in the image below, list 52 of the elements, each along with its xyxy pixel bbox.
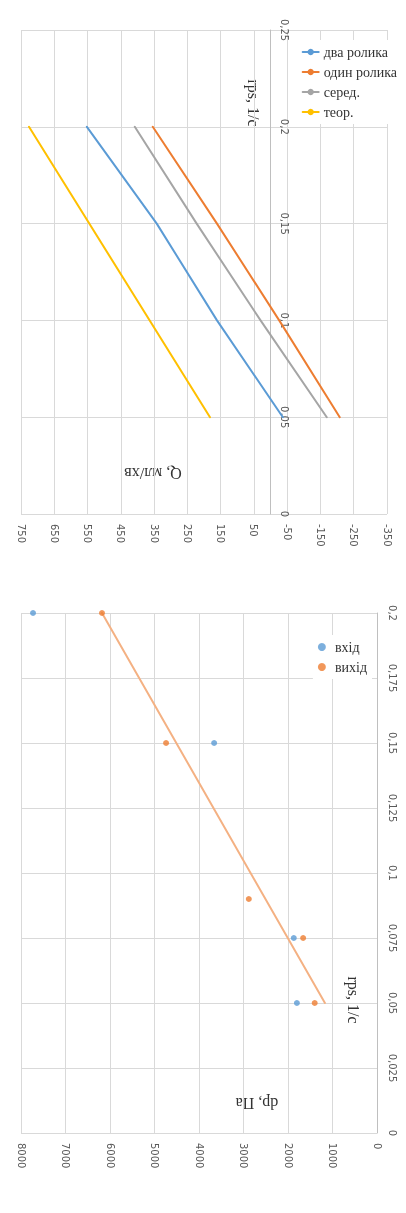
x-tick-label: -350 <box>381 524 393 547</box>
point <box>99 610 105 616</box>
x-tick-label: 2000 <box>282 1143 294 1169</box>
x-tick-label: -250 <box>348 524 360 547</box>
legend-label: серед. <box>323 84 360 100</box>
x-tick-label: 550 <box>82 524 94 544</box>
legend-label: один ролика <box>323 64 398 80</box>
y-tick-label: 0,175 <box>386 663 398 693</box>
y-tick-label: 0,075 <box>386 923 398 953</box>
y-tick-label: 0,15 <box>279 212 291 235</box>
x-tick-label: 0 <box>371 1143 383 1150</box>
y-tick-label: 0,05 <box>386 991 398 1015</box>
point <box>163 740 170 746</box>
point <box>290 935 297 941</box>
point <box>211 740 218 746</box>
x-tick-label: 8000 <box>15 1143 27 1169</box>
x-tick-label: 750 <box>15 524 27 544</box>
y-tick-label: 0,125 <box>386 793 398 823</box>
x-tick-label: 7000 <box>60 1143 71 1169</box>
x-tick-label: 350 <box>148 524 160 544</box>
point <box>293 1000 300 1006</box>
x-tick-label: 450 <box>115 524 127 544</box>
y-tick-label: 0,025 <box>386 1053 398 1083</box>
x-tick-label: 250 <box>181 524 193 544</box>
legend-label: вихід <box>334 659 368 675</box>
y-tick-label: 0,1 <box>386 865 398 881</box>
x-axis-title: dp, Па <box>235 1093 279 1112</box>
x-tick-label: -150 <box>314 524 326 547</box>
y-tick-label: 0,25 <box>279 18 291 42</box>
y-tick-label: 0,2 <box>279 118 291 135</box>
y-tick-label: 0,15 <box>386 731 398 755</box>
y-axis-title: rps, 1/с <box>343 976 362 1024</box>
x-tick-label: 650 <box>48 524 60 544</box>
point <box>311 1000 318 1006</box>
legend-label: вхід <box>334 639 360 655</box>
point <box>300 935 307 941</box>
x-tick-label: 6000 <box>104 1143 116 1169</box>
x-tick-label: 150 <box>215 524 227 544</box>
x-tick-label: 4000 <box>193 1143 205 1169</box>
x-tick-label: 5000 <box>149 1143 160 1169</box>
y-tick-label: 0 <box>386 1129 398 1137</box>
legend-label: два ролика <box>323 44 389 60</box>
legend-label: теор. <box>323 104 354 120</box>
x-tick-label: 50 <box>248 524 260 537</box>
point <box>30 610 37 616</box>
y-tick-label: 0,05 <box>279 406 291 429</box>
y-tick-label: 0 <box>279 510 291 518</box>
x-tick-label: 1000 <box>327 1143 338 1169</box>
point <box>245 896 252 902</box>
x-tick-label: -50 <box>281 524 293 541</box>
x-tick-label: 3000 <box>238 1143 249 1169</box>
y-tick-label: 0,2 <box>386 605 398 621</box>
